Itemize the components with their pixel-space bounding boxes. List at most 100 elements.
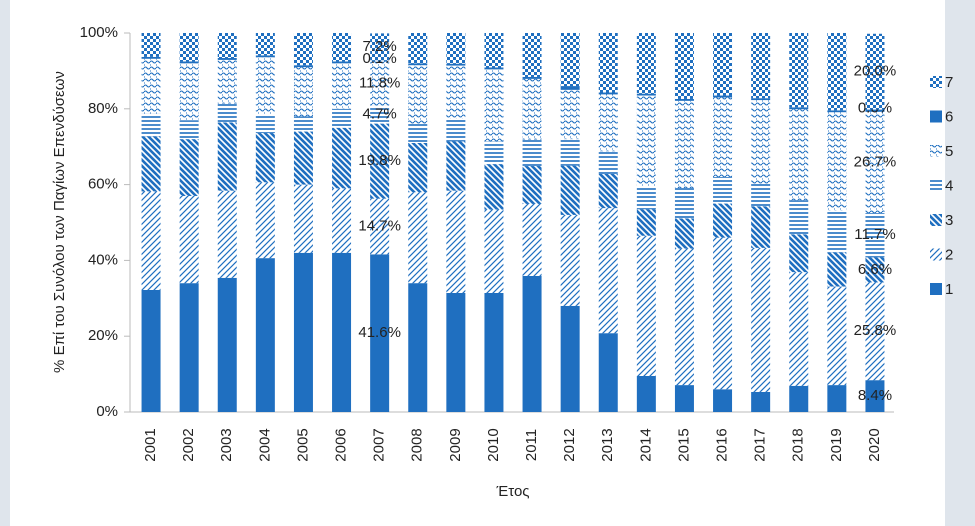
bar-segment: [446, 65, 466, 119]
legend-swatch: [930, 283, 942, 295]
x-tick-label: 2016: [714, 428, 731, 461]
bar-segment: [636, 209, 656, 236]
bar-segment: [751, 206, 771, 248]
x-tick-label: 2006: [333, 428, 350, 461]
bar-segment: [598, 333, 618, 412]
bar-segment: [598, 94, 618, 152]
bar-segment: [522, 275, 542, 412]
bar-segment: [217, 103, 237, 123]
bar-segment: [141, 289, 161, 412]
bar-segment: [141, 113, 161, 137]
legend-label: 5: [945, 143, 953, 160]
bar-segment: [865, 213, 885, 258]
bar-segment: [789, 33, 809, 108]
bar-segment: [293, 33, 313, 66]
bar-segment: [865, 282, 885, 381]
y-tick-label: 60%: [88, 176, 118, 193]
legend-swatch: [930, 145, 942, 157]
bar-segment: [751, 247, 771, 392]
bar-segment: [408, 192, 428, 284]
bar-segment: [332, 252, 352, 412]
legend-label: 7: [945, 74, 953, 91]
data-label: 11.8%: [359, 74, 400, 91]
bar-segment: [255, 55, 275, 58]
bar-segment: [484, 209, 504, 293]
bar-segment: [255, 182, 275, 259]
x-tick-label: 2015: [675, 428, 692, 461]
bar-segment: [713, 237, 733, 390]
x-tick-label: 2003: [218, 428, 235, 461]
x-tick-label: 2005: [294, 428, 311, 461]
x-tick-label: 2014: [637, 428, 654, 461]
bar-segment: [446, 190, 466, 293]
bar-segment: [446, 292, 466, 412]
x-tick-label: 2011: [523, 429, 540, 461]
bar-segment: [789, 200, 809, 235]
bar-segment: [865, 109, 885, 112]
bar-segment: [751, 98, 771, 101]
y-tick-label: 80%: [88, 100, 118, 117]
bar-segment: [217, 58, 237, 60]
bar-segment: [408, 33, 428, 64]
bar-segment: [827, 210, 847, 253]
bar-segment: [598, 208, 618, 334]
bar-segment: [293, 252, 313, 412]
bar-segment: [484, 69, 504, 142]
bar-segment: [255, 258, 275, 412]
bar-segment: [598, 33, 618, 93]
bar-segment: [255, 33, 275, 56]
x-tick-label: 2018: [790, 428, 807, 461]
bar-segment: [560, 165, 580, 215]
bar-segment: [332, 61, 352, 64]
bar-segment: [560, 86, 580, 90]
bar-segment: [179, 61, 199, 64]
bar-segment: [522, 203, 542, 276]
bar-segment: [636, 33, 656, 94]
y-tick-label: 20%: [88, 327, 118, 344]
bar-segment: [789, 109, 809, 201]
data-label: 8.4%: [858, 387, 892, 404]
bar-segment: [560, 305, 580, 412]
bar-segment: [827, 252, 847, 287]
bar-segment: [674, 248, 694, 386]
bar-segment: [674, 385, 694, 412]
data-label: 19.8%: [358, 152, 401, 169]
bar-segment: [674, 218, 694, 249]
bar-segment: [674, 188, 694, 219]
legend-swatch: [930, 214, 942, 226]
bar-segment: [179, 195, 199, 284]
bar-segment: [370, 105, 390, 124]
bar-segment: [789, 234, 809, 273]
bar-segment: [598, 173, 618, 209]
bar-segment: [141, 33, 161, 57]
bar-segment: [484, 164, 504, 210]
bar-segment: [789, 272, 809, 386]
x-tick-label: 2008: [409, 428, 426, 461]
x-tick-label: 2020: [866, 428, 883, 461]
bar-segment: [255, 114, 275, 134]
x-tick-label: 2004: [256, 428, 273, 461]
data-label: 4.7%: [363, 106, 397, 123]
bar-segment: [713, 177, 733, 204]
bar-segment: [751, 183, 771, 207]
bar-segment: [713, 203, 733, 238]
bar-segment: [293, 116, 313, 132]
bar-segment: [674, 100, 694, 189]
data-label: 20.0%: [854, 63, 897, 80]
bar-segment: [370, 61, 390, 106]
bar-segment: [522, 139, 542, 167]
bar-segment: [713, 33, 733, 96]
bar-segment: [293, 67, 313, 117]
bar-segment: [522, 166, 542, 204]
bar-segment: [217, 277, 237, 412]
bar-segment: [141, 56, 161, 59]
bar-segment: [255, 133, 275, 183]
x-tick-label: 2013: [599, 428, 616, 461]
bar-segment: [217, 122, 237, 191]
y-tick-label: 0%: [96, 403, 118, 420]
bar-segment: [674, 33, 694, 99]
bar-segment: [560, 214, 580, 306]
bar-segment: [332, 33, 352, 62]
bar-segment: [293, 65, 313, 68]
